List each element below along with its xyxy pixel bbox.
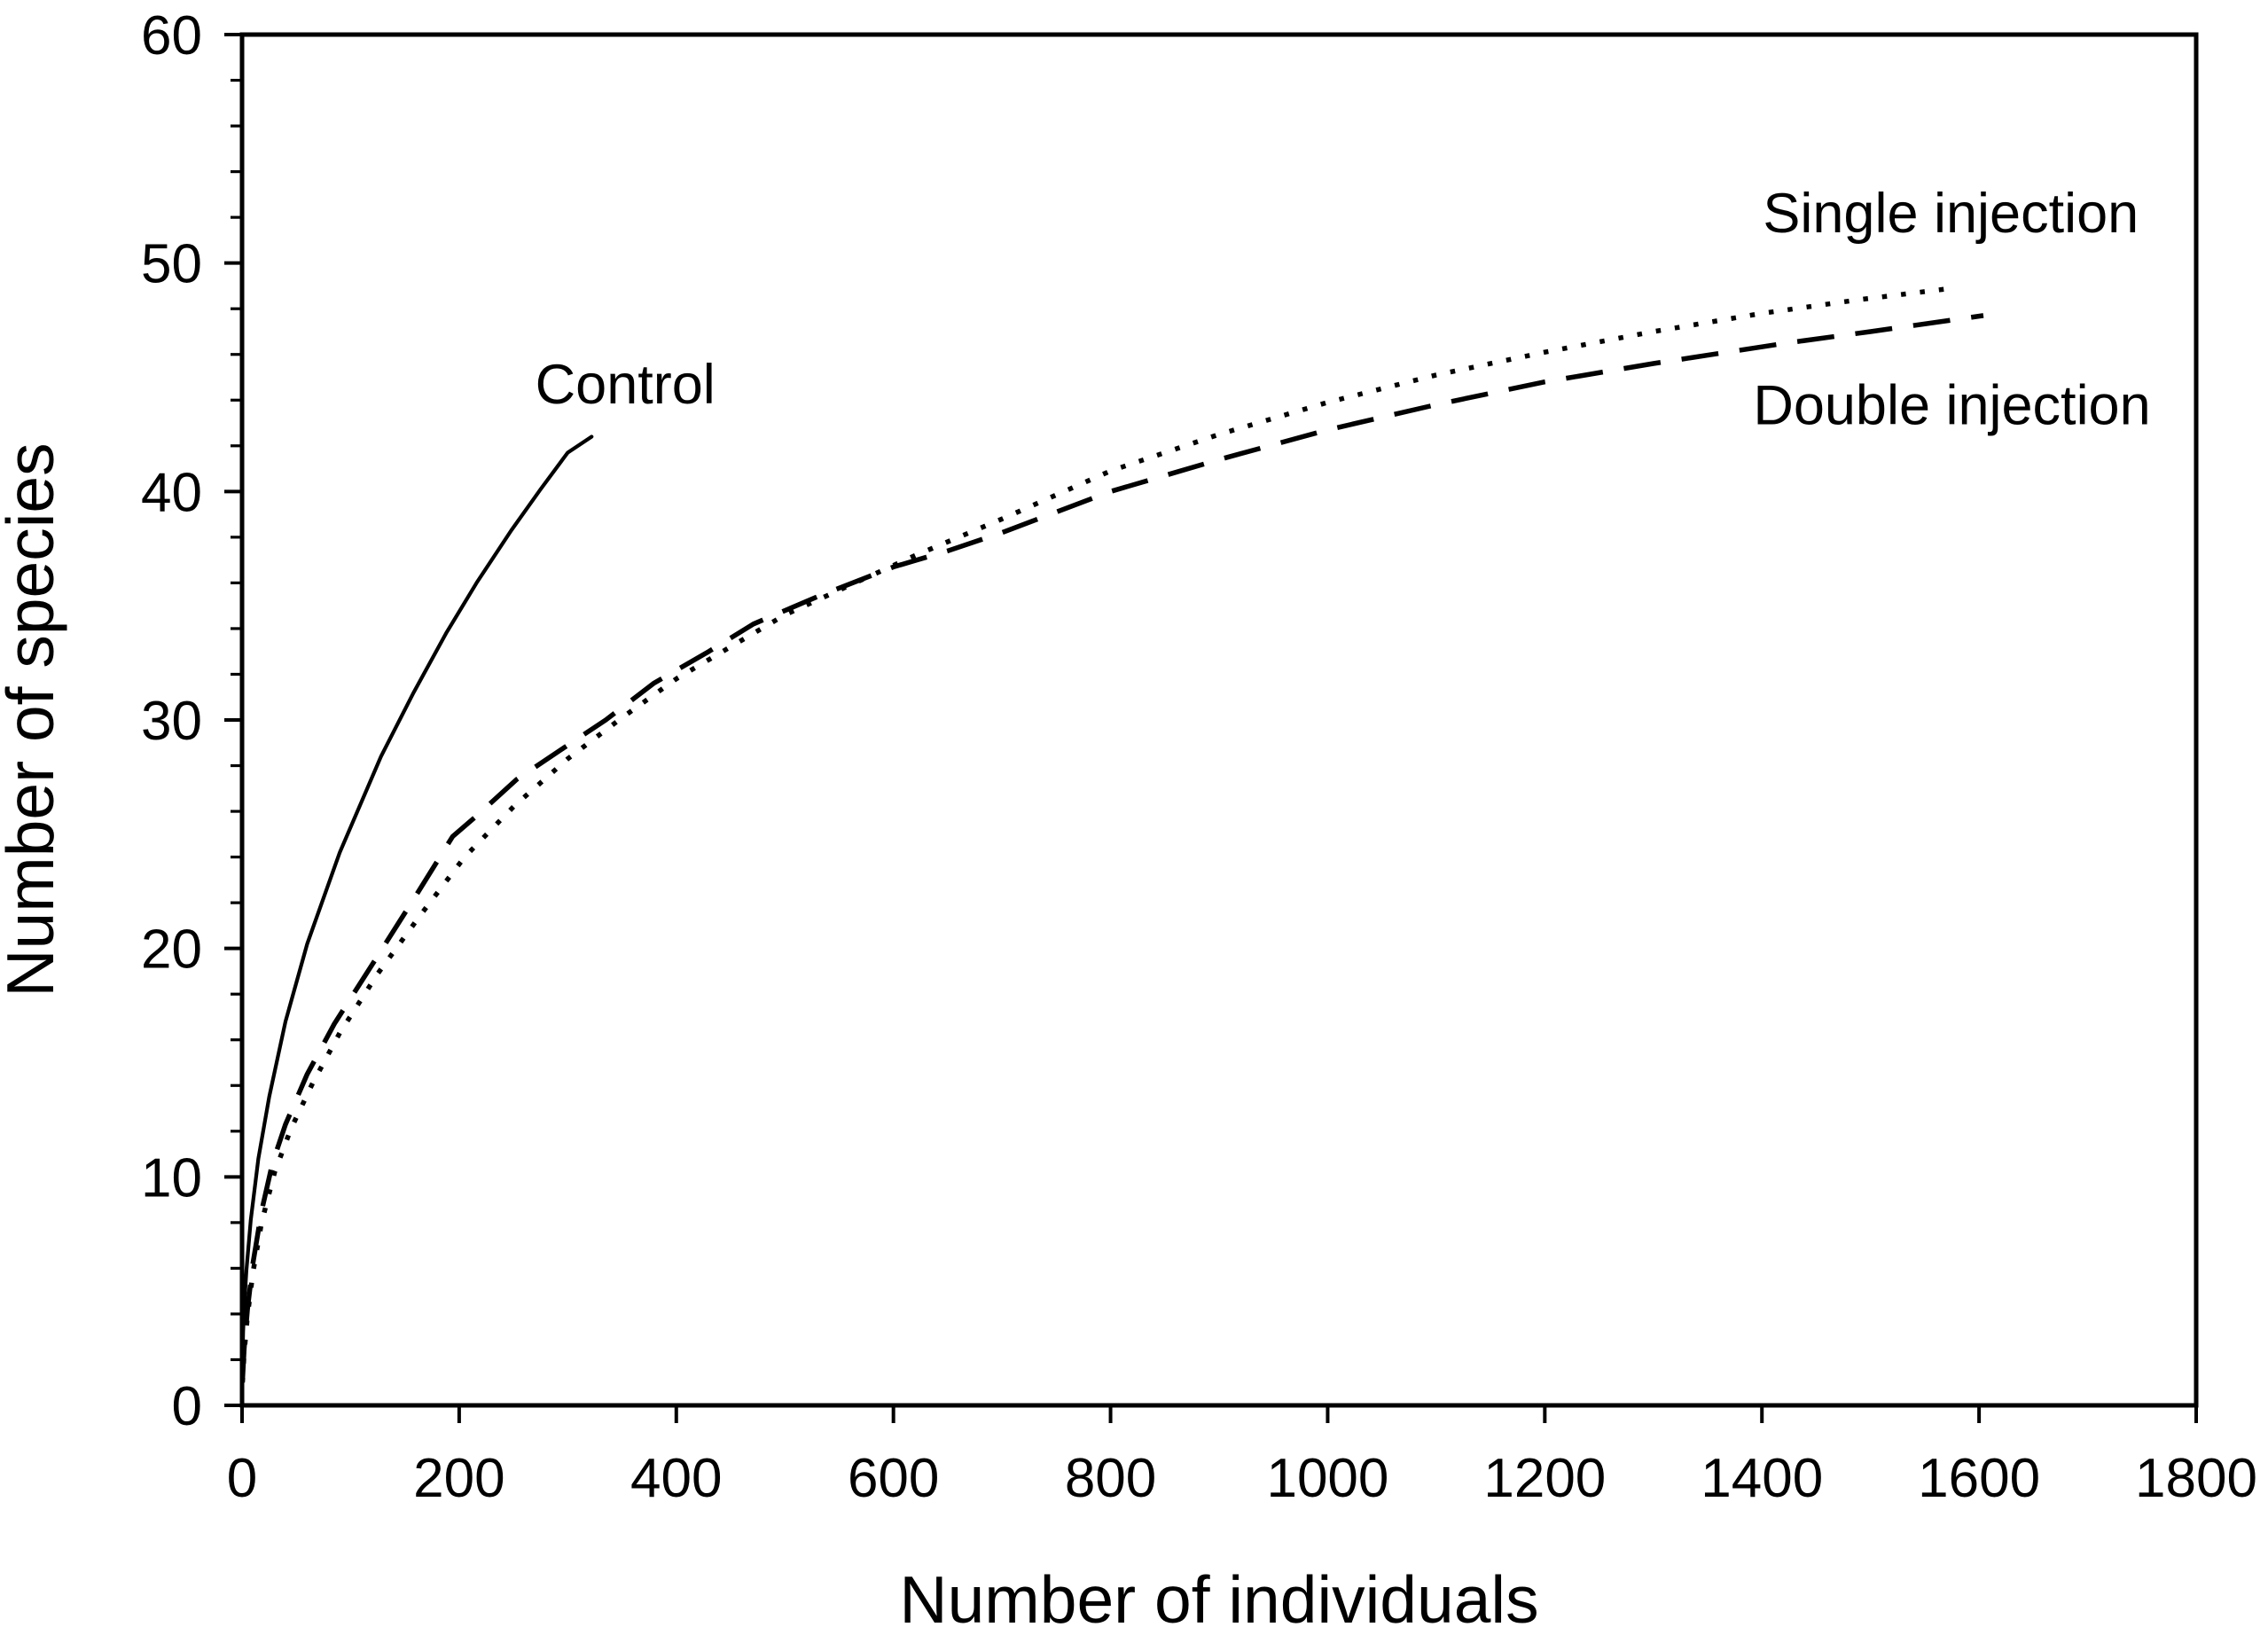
- x-tick-label: 400: [630, 1448, 722, 1509]
- y-tick-label: 10: [141, 1147, 202, 1209]
- curve-control: [240, 434, 594, 1366]
- x-tick-label: 1200: [1483, 1448, 1606, 1509]
- curve-annotation-control: Control: [536, 354, 716, 416]
- plot-frame: [239, 32, 2199, 1408]
- x-tick-label: 0: [227, 1448, 257, 1509]
- x-tick-label: 1800: [2135, 1448, 2257, 1509]
- x-tick-label: 1600: [1918, 1448, 2040, 1509]
- data-series-layer: [239, 286, 1984, 1383]
- y-tick-label: 20: [141, 919, 202, 981]
- x-tick-label: 200: [413, 1448, 504, 1509]
- y-tick-label: 40: [141, 462, 202, 523]
- curve-annotation-double-injection: Double injection: [1753, 374, 2150, 436]
- x-tick-label: 800: [1065, 1448, 1156, 1509]
- y-tick-label: 60: [141, 5, 202, 66]
- y-tick-label: 0: [172, 1376, 202, 1437]
- plot-frame-layer: [239, 32, 2199, 1408]
- text-layer: 0 200 400 600 800 1000 1200 1400 1600 1800 0 10 20 30…: [0, 5, 2257, 1635]
- y-axis-title: Number of species: [0, 442, 67, 997]
- curve-double-injection: [239, 313, 1984, 1381]
- x-tick-label: 600: [848, 1448, 939, 1509]
- x-tick-label: 1400: [1701, 1448, 1823, 1509]
- y-tick-label: 30: [141, 691, 202, 752]
- curve-single-injection: [239, 286, 1954, 1383]
- y-tick-label: 50: [141, 234, 202, 295]
- x-tick-label: 1000: [1266, 1448, 1388, 1509]
- curve-annotation-single-injection: Single injection: [1763, 183, 2139, 245]
- x-axis-title: Number of individuals: [899, 1562, 1538, 1635]
